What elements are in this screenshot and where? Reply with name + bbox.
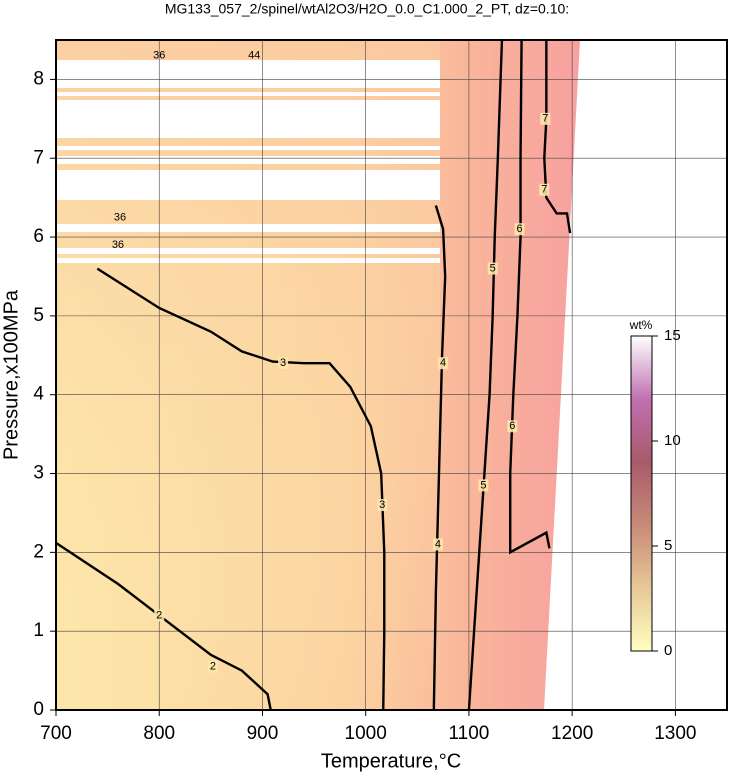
contour-label: 7: [542, 113, 548, 125]
gap: [56, 156, 440, 164]
contour-label: 3: [280, 357, 286, 369]
gaps: [56, 60, 440, 263]
y-tick-label: 8: [33, 68, 44, 89]
y-tick-label: 2: [33, 541, 44, 562]
contour-label-bg: [540, 112, 551, 125]
gap: [56, 258, 440, 263]
y-tick-label: 5: [33, 305, 44, 326]
y-tick-label: 1: [33, 620, 44, 641]
gap: [56, 224, 440, 232]
field: [56, 40, 580, 710]
contour-label-bg: [507, 420, 518, 433]
phase-field-shade: [56, 40, 440, 710]
axes: 700 800 900 1000 1100 1200 1300 0 1 2 3 4 5 6 7 8: [33, 68, 696, 744]
contour-label: 4: [440, 357, 446, 369]
gap: [56, 146, 440, 150]
gap: [56, 248, 440, 254]
contour-label-bg: [207, 660, 218, 673]
x-tick-label: 1200: [551, 723, 593, 744]
contour-label: 2: [210, 661, 216, 673]
contour-label-bg: [278, 357, 289, 370]
annotation: 36: [112, 239, 124, 251]
contour-label: 2: [156, 609, 162, 621]
annotation: 36: [153, 50, 165, 62]
x-tick-label: 1100: [448, 723, 489, 744]
contour-label-bg: [539, 183, 550, 196]
colorbar-tick-label: 5: [664, 537, 672, 554]
gap: [56, 92, 440, 96]
gap: [56, 60, 440, 88]
contour-label-bg: [438, 357, 449, 370]
y-tick-label: 4: [33, 384, 44, 405]
contour-line: [467, 39, 504, 711]
contour-label-bg: [487, 262, 498, 275]
contour-line: [55, 541, 272, 711]
colorbar-label: wt%: [629, 318, 653, 332]
colorbar-tick-label: 0: [664, 642, 672, 659]
y-axis-label: Pressure,x100MPa: [0, 289, 22, 460]
y-tick-label: 0: [33, 699, 44, 720]
x-tick-label: 700: [40, 723, 72, 744]
x-tick-label: 1000: [345, 723, 387, 744]
contour-label-bg: [514, 223, 525, 236]
y-tick-label: 7: [33, 147, 44, 168]
y-tick-label: 3: [33, 463, 44, 484]
gap: [56, 100, 440, 138]
colorbar: wt% 0 5 10 15: [629, 318, 681, 659]
colorbar-tick-label: 10: [664, 432, 681, 449]
x-axis-label: Temperature,°C: [321, 750, 461, 772]
contour-label: 6: [516, 223, 522, 235]
annotation: 36: [114, 211, 126, 223]
chart-title: MG133_057_2/spinel/wtAl2O3/H2O_0.0_C1.00…: [165, 1, 569, 17]
gap: [56, 170, 440, 200]
colorbar-tick-label: 15: [664, 327, 681, 344]
x-tick-label: 800: [143, 723, 175, 744]
contour-label-bg: [377, 499, 388, 512]
contour-line: [509, 39, 551, 555]
contour-label: 3: [379, 499, 385, 511]
contour-label-bg: [478, 479, 489, 492]
x-tick-label: 900: [247, 723, 279, 744]
contour-label: 7: [541, 184, 547, 196]
contour-line: [96, 267, 386, 711]
contour-label: 5: [480, 479, 486, 491]
annotation: 44: [248, 50, 260, 62]
contour-label: 4: [435, 538, 441, 550]
plot-frame: [55, 39, 728, 711]
y-tick-label: 6: [33, 226, 44, 247]
contour-label: 6: [509, 420, 515, 432]
colorbar-bar: [630, 335, 653, 652]
contour-label-bg: [432, 538, 443, 551]
contour-line: [432, 205, 447, 711]
contour-label-bg: [154, 609, 165, 622]
x-tick-label: 1300: [654, 723, 696, 744]
contour-label: 5: [490, 262, 496, 274]
